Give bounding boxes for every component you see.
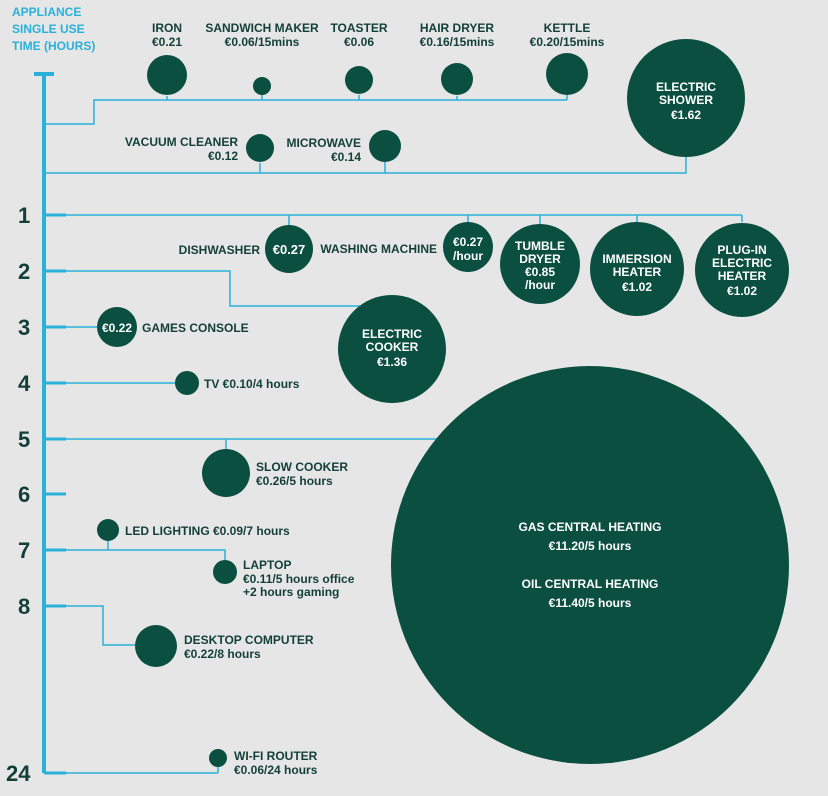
plug-in-electric-heater-name: ELECTRIC xyxy=(712,256,772,270)
central-heating-name: GAS CENTRAL HEATING xyxy=(519,520,662,534)
dishwasher-cost: €0.27 xyxy=(273,242,306,257)
vacuum-cleaner-name: VACUUM CLEANER xyxy=(125,135,238,149)
axis-tick-label: 4 xyxy=(18,371,31,396)
axis-title-line: SINGLE USE xyxy=(12,22,85,36)
immersion-heater-cost: €1.02 xyxy=(622,280,652,294)
electric-cooker-cost: €1.36 xyxy=(377,355,407,369)
tv-name: TV €0.10/4 hours xyxy=(204,377,300,391)
central-heating-cost: €11.40/5 hours xyxy=(549,596,632,610)
desktop-computer-cost: €0.22/8 hours xyxy=(184,647,261,661)
hair-dryer-bubble xyxy=(441,63,473,95)
immersion-heater-name: HEATER xyxy=(613,265,662,279)
axis-tick-label: 5 xyxy=(18,427,30,452)
wifi-router-cost: €0.06/24 hours xyxy=(234,763,318,777)
electric-cooker-bubble xyxy=(338,295,446,403)
games-console-cost: €0.22 xyxy=(102,321,132,335)
tumble-dryer-cost: €0.85 xyxy=(525,265,555,279)
plug-in-heater-bubble xyxy=(695,223,789,317)
iron-cost: €0.21 xyxy=(152,35,182,49)
hair-dryer-name: HAIR DRYER xyxy=(420,21,495,35)
connector-second-row xyxy=(44,157,687,174)
plug-in-electric-heater-cost: €1.02 xyxy=(727,284,757,298)
toaster-name: TOASTER xyxy=(330,21,387,35)
laptop-name: LAPTOP xyxy=(243,558,291,572)
desktop-computer-name: DESKTOP COMPUTER xyxy=(184,633,314,647)
slow-cooker-name: SLOW COOKER xyxy=(256,460,348,474)
vacuum-cleaner-cost: €0.12 xyxy=(208,149,238,163)
toaster-cost: €0.06 xyxy=(344,35,374,49)
games-console-name: GAMES CONSOLE xyxy=(142,321,249,335)
washing-machine-bubble xyxy=(443,222,493,272)
wifi-router-bubble xyxy=(209,749,227,767)
axis-tick-label: 1 xyxy=(18,203,30,228)
axis-title-line: APPLIANCE xyxy=(12,5,81,19)
connector-top-row xyxy=(44,99,567,125)
vacuum-cleaner-bubble xyxy=(246,134,274,162)
axis-tick-label: 2 xyxy=(18,259,30,284)
laptop-cost: €0.11/5 hours office xyxy=(243,572,355,586)
tumble-dryer-cost: /hour xyxy=(525,278,555,292)
tumble-dryer-name: DRYER xyxy=(519,252,561,266)
desktop-computer-bubble xyxy=(135,625,177,667)
electric-cooker-name: ELECTRIC xyxy=(362,327,422,341)
laptop-bubble xyxy=(213,560,237,584)
dishwasher-name: DISHWASHER xyxy=(179,243,261,257)
axis-tick-label: 6 xyxy=(18,482,30,507)
immersion-heater-name: IMMERSION xyxy=(602,252,671,266)
axis-tick-label: 3 xyxy=(18,315,30,340)
sandwich-maker-bubble xyxy=(253,77,271,95)
tumble-dryer-bubble xyxy=(500,224,580,304)
iron-name: IRON xyxy=(152,21,182,35)
kettle-name: KETTLE xyxy=(544,21,591,35)
electric-shower-name: SHOWER xyxy=(659,93,713,107)
sandwich-maker-cost: €0.06/15mins xyxy=(225,35,300,49)
central-heating-bubble xyxy=(391,366,789,764)
connector-desktop-computer xyxy=(66,605,136,646)
plug-in-electric-heater-name: HEATER xyxy=(718,269,767,283)
led-lighting-bubble xyxy=(97,519,119,541)
plug-in-electric-heater-name: PLUG-IN xyxy=(717,243,766,257)
axis-tick-label: 8 xyxy=(18,594,30,619)
central-heating-cost: OIL CENTRAL HEATING xyxy=(522,577,659,591)
tv-bubble xyxy=(175,371,199,395)
slow-cooker-cost: €0.26/5 hours xyxy=(256,474,333,488)
kettle-bubble xyxy=(546,53,588,95)
led-lighting-name: LED LIGHTING €0.09/7 hours xyxy=(125,524,290,538)
sandwich-maker-name: SANDWICH MAKER xyxy=(205,21,319,35)
tumble-dryer-name: TUMBLE xyxy=(515,239,565,253)
washing-machine-cost: /hour xyxy=(453,249,483,263)
electric-shower-cost: €1.62 xyxy=(671,108,701,122)
iron-bubble xyxy=(147,55,187,95)
toaster-bubble xyxy=(345,66,373,94)
laptop-cost: +2 hours gaming xyxy=(243,585,339,599)
hair-dryer-cost: €0.16/15mins xyxy=(420,35,495,49)
connector-electric-cooker xyxy=(66,270,360,307)
electric-shower-name: ELECTRIC xyxy=(656,80,716,94)
microwave-bubble xyxy=(369,130,401,162)
electric-cooker-name: COOKER xyxy=(366,340,419,354)
kettle-cost: €0.20/15mins xyxy=(530,35,605,49)
microwave-cost: €0.14 xyxy=(331,150,361,164)
games-console-bubble xyxy=(97,307,137,347)
wifi-router-name: WI-FI ROUTER xyxy=(234,749,318,763)
axis-title-line: TIME (HOURS) xyxy=(12,39,95,53)
slow-cooker-bubble xyxy=(202,449,250,497)
immersion-heater-bubble xyxy=(590,222,684,316)
microwave-name: MICROWAVE xyxy=(287,136,361,150)
dishwasher-bubble xyxy=(265,225,313,273)
axis-tick-label: 24 xyxy=(6,761,31,786)
washing-machine-cost: €0.27 xyxy=(453,235,483,249)
connector-laptop xyxy=(66,549,226,560)
central-heating-cost: €11.20/5 hours xyxy=(549,539,632,553)
axis-tick-label: 7 xyxy=(18,538,30,563)
washing-machine-name: WASHING MACHINE xyxy=(320,242,437,256)
electric-shower-bubble xyxy=(627,39,745,157)
